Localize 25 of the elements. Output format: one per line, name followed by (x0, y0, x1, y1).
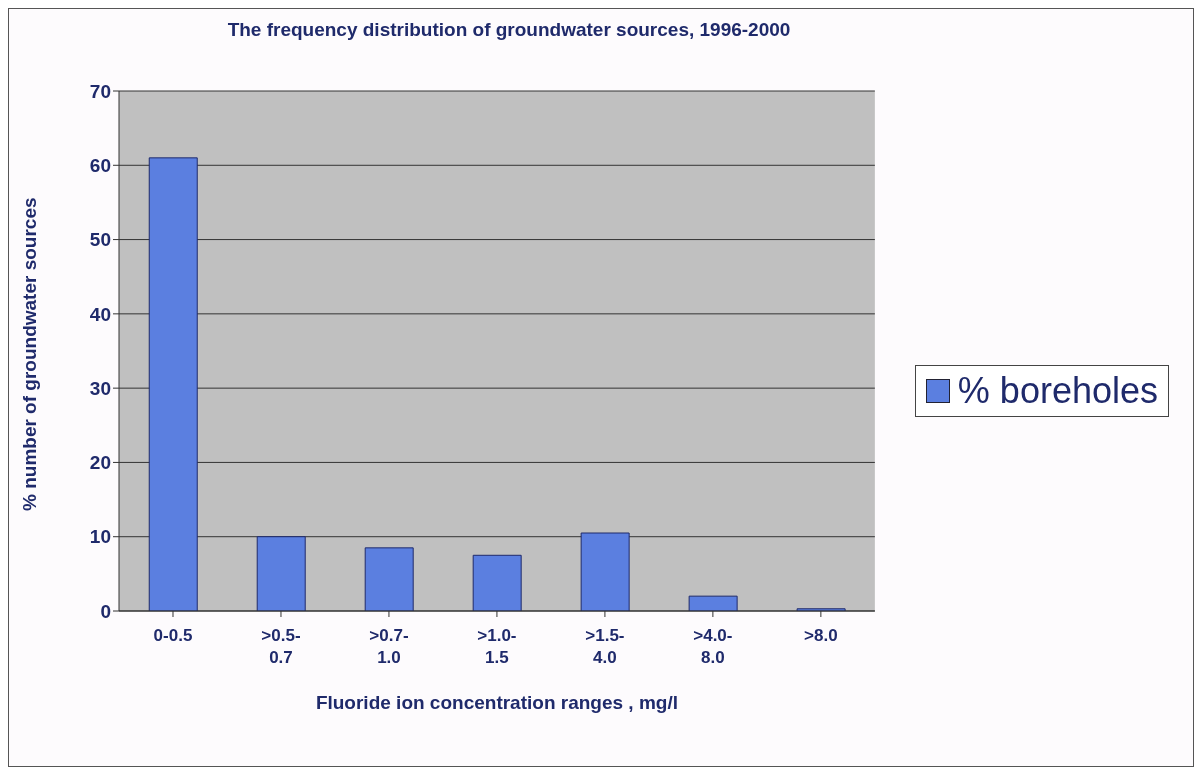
x-tick-label: >0.7-1.0 (369, 626, 409, 667)
bar (688, 595, 738, 611)
legend-label: % boreholes (956, 370, 1158, 412)
y-tick-label: 70 (89, 80, 111, 102)
x-tick-label: >8.0 (804, 626, 838, 645)
x-tick-label: >0.5-0.7 (261, 626, 301, 667)
bar (148, 157, 198, 611)
chart-title: The frequency distribution of groundwater sources, 1996-2000 (226, 18, 792, 41)
bar (472, 554, 522, 611)
bar (256, 536, 306, 611)
y-tick-label: 20 (89, 452, 111, 474)
x-tick-label: >1.0-1.5 (477, 626, 517, 667)
y-tick-label: 60 (89, 155, 111, 177)
bar (364, 547, 414, 611)
y-tick-label: 50 (89, 229, 111, 251)
y-tick-label: 10 (89, 526, 111, 548)
y-axis-title: % number of groundwater sources (18, 197, 40, 511)
x-axis-title: Fluoride ion concentration ranges , mg/l (315, 692, 678, 713)
x-tick-label: 0-0.5 (153, 626, 193, 645)
x-tick-label: >1.5-4.0 (585, 626, 625, 667)
y-tick-label: 0 (100, 600, 111, 622)
x-tick-label: >4.0-8.0 (693, 626, 733, 667)
bar (580, 532, 630, 611)
y-tick-label: 30 (89, 377, 111, 399)
y-tick-label: 40 (89, 303, 111, 325)
